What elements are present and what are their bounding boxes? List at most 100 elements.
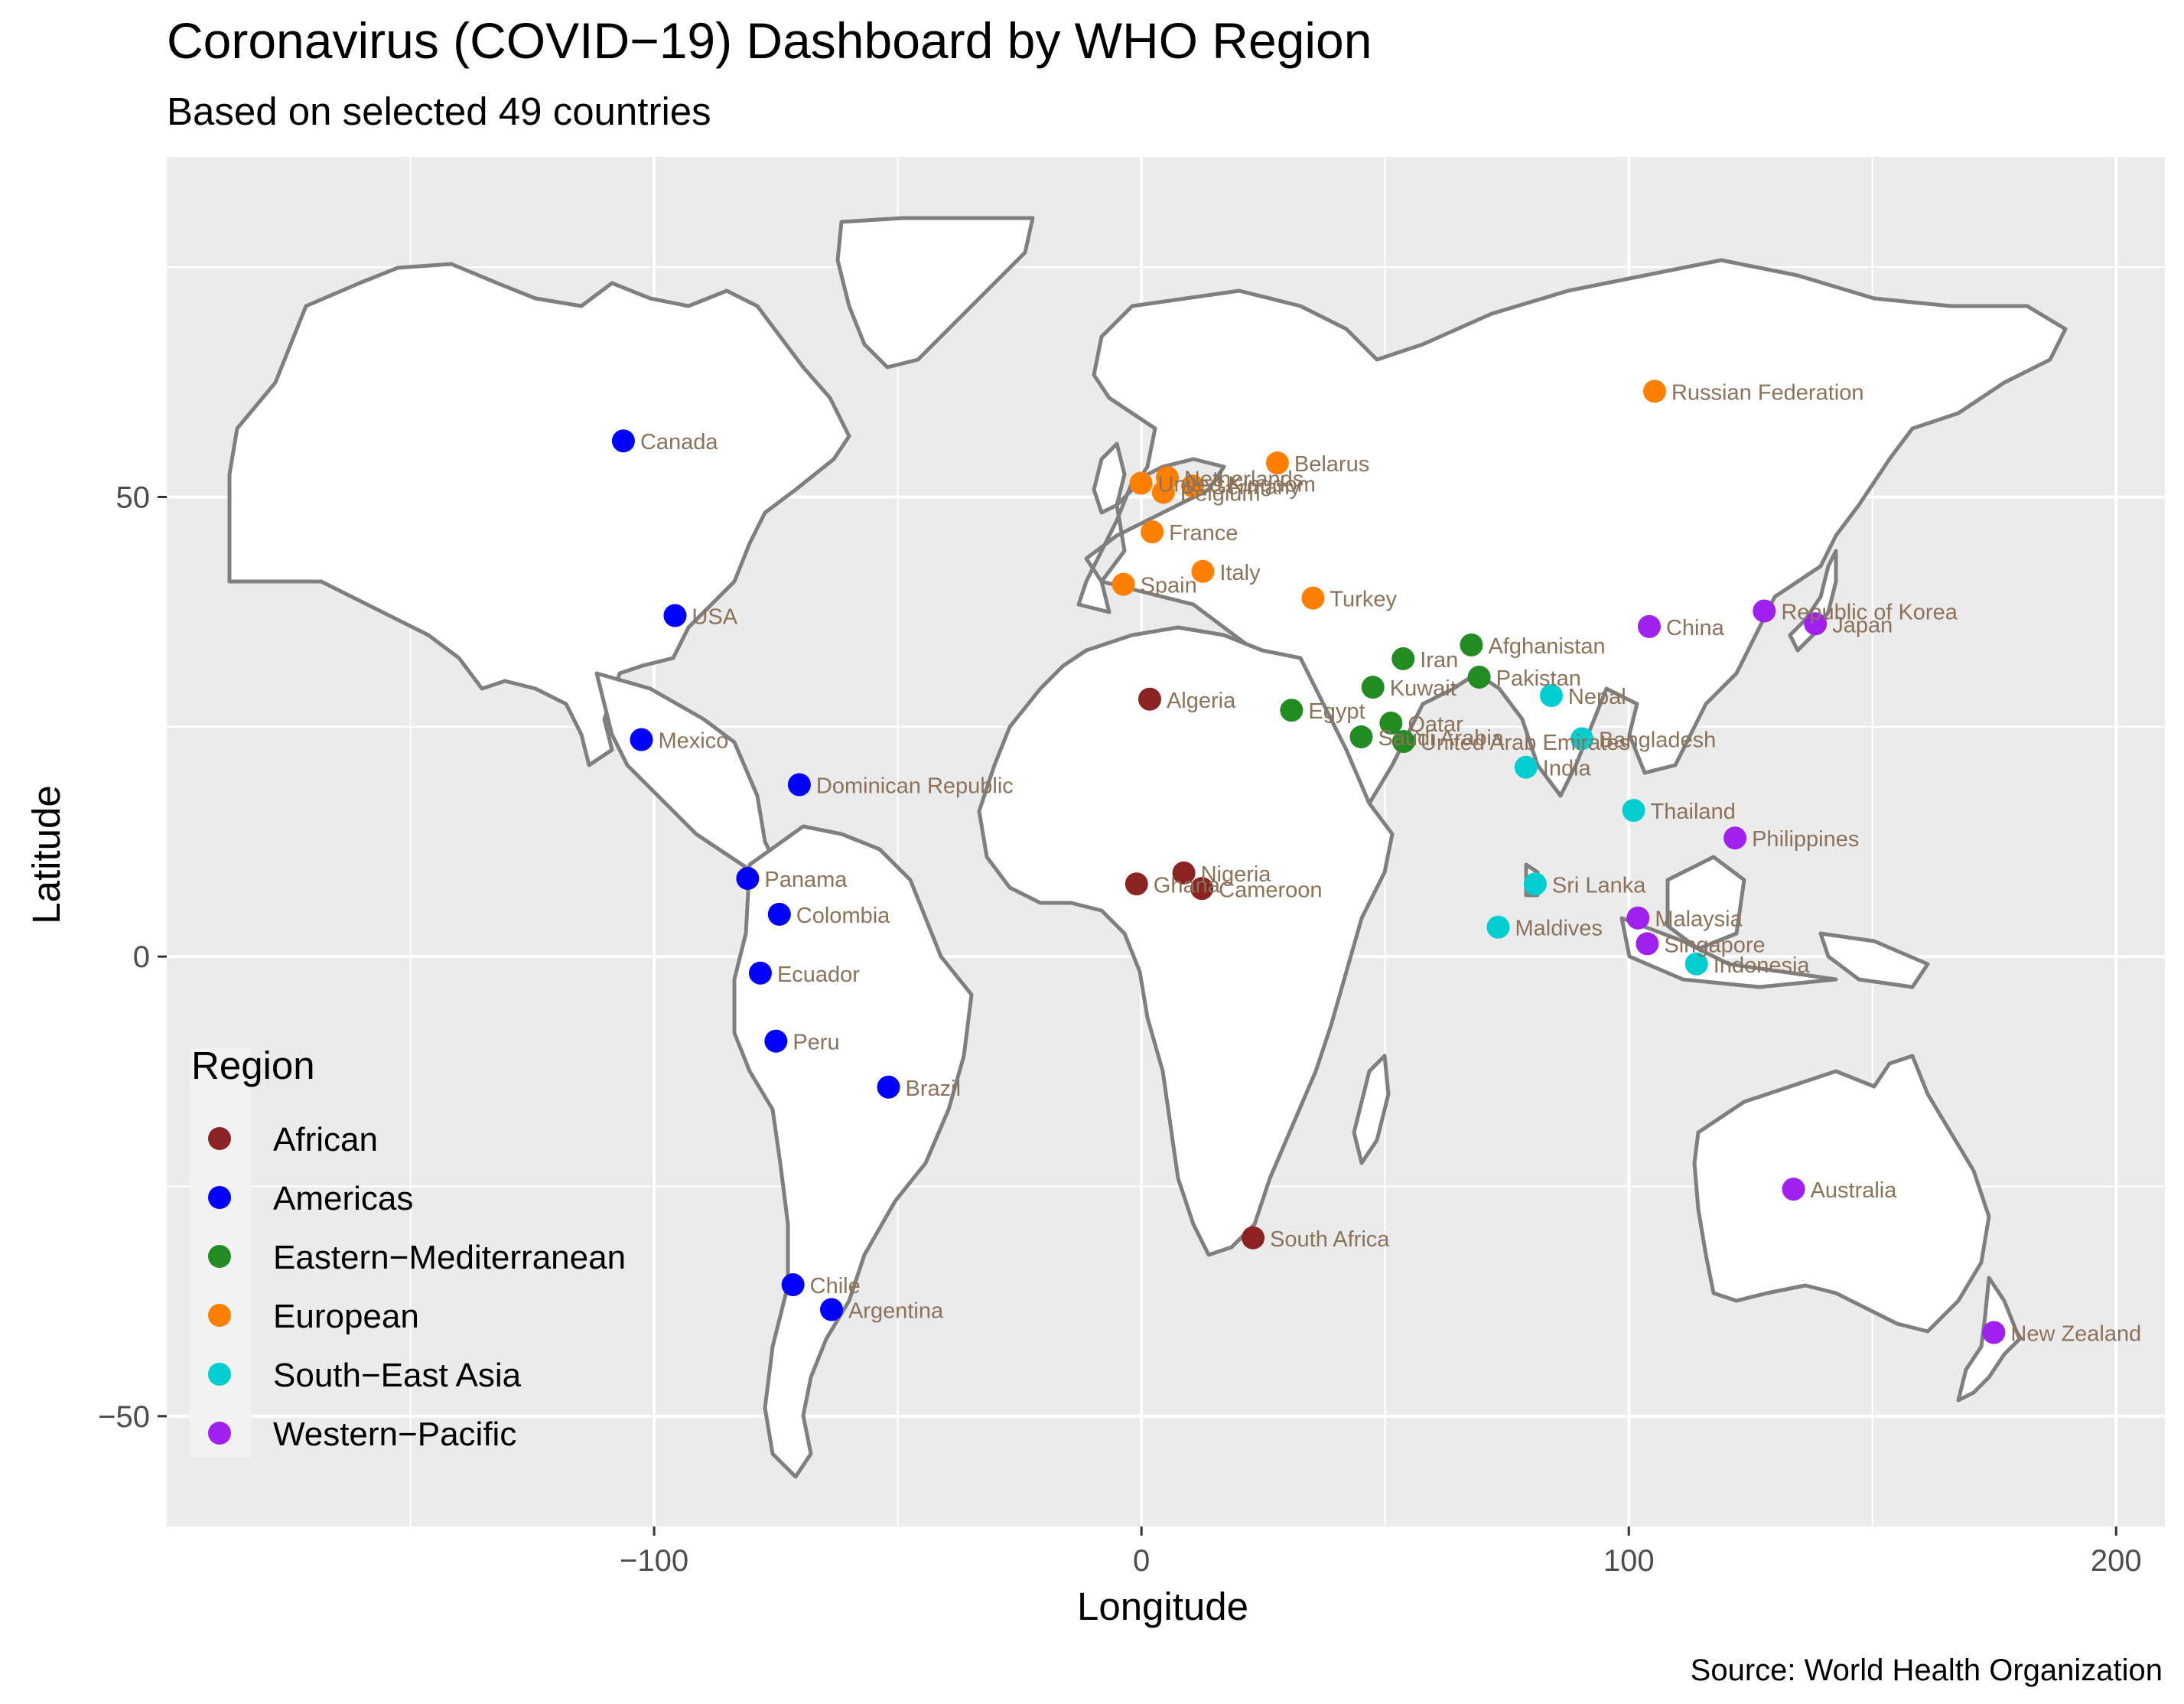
country-label: Ecuador (777, 963, 860, 987)
point-panama[interactable] (736, 867, 760, 891)
legend-label: Americas (273, 1180, 413, 1217)
country-label: USA (692, 604, 737, 629)
point-sri-lanka[interactable] (1523, 872, 1547, 896)
country-label: Egypt (1308, 699, 1365, 724)
world-landmass (227, 216, 2068, 1479)
point-italy[interactable] (1191, 559, 1215, 583)
point-mexico[interactable] (630, 728, 653, 751)
point-germany[interactable] (1181, 474, 1205, 498)
country-label: Afghanistan (1488, 634, 1605, 659)
point-kuwait[interactable] (1361, 676, 1385, 699)
country-label: Nepal (1568, 685, 1626, 709)
point-belarus[interactable] (1265, 451, 1289, 475)
point-dominican-republic[interactable] (787, 773, 811, 797)
legend-key (208, 1363, 231, 1386)
country-label: Mexico (659, 729, 729, 754)
country-label: Sri Lanka (1552, 873, 1646, 898)
legend-label: European (273, 1298, 419, 1335)
country-label: Algeria (1167, 689, 1236, 713)
point-russian-federation[interactable] (1642, 380, 1666, 403)
point-colombia[interactable] (767, 902, 791, 926)
country-label: Nigeria (1201, 862, 1272, 887)
point-indonesia[interactable] (1684, 952, 1708, 976)
country-label: Pakistan (1496, 666, 1581, 691)
chart-subtitle: Based on selected 49 countries (167, 90, 711, 133)
y-axis-ticks: −50 0 50 (98, 481, 167, 1434)
x-tick-label: −100 (620, 1544, 688, 1578)
point-france[interactable] (1141, 520, 1164, 544)
point-bangladesh[interactable] (1570, 727, 1594, 751)
point-argentina[interactable] (819, 1298, 843, 1321)
point-republic-of-korea[interactable] (1753, 599, 1776, 623)
point-united-kingdom[interactable] (1129, 471, 1153, 495)
borneo-shape (1665, 855, 1746, 951)
point-turkey[interactable] (1301, 586, 1325, 610)
point-peru[interactable] (764, 1029, 788, 1053)
country-label: Republic of Korea (1781, 600, 1958, 624)
point-new-zealand[interactable] (1982, 1321, 2006, 1344)
legend-key (208, 1245, 231, 1268)
country-label: Kuwait (1390, 676, 1457, 701)
legend-key (208, 1186, 231, 1209)
point-egypt[interactable] (1280, 699, 1304, 722)
country-label: Belgium (1180, 481, 1261, 506)
legend-label: South−East Asia (273, 1357, 522, 1394)
point-cameroon[interactable] (1190, 877, 1214, 901)
country-label: Germany (1209, 475, 1301, 500)
point-thailand[interactable] (1622, 799, 1645, 823)
point-spain[interactable] (1112, 572, 1135, 596)
country-label: Panama (764, 868, 848, 892)
point-south-africa[interactable] (1242, 1226, 1265, 1249)
point-philippines[interactable] (1723, 826, 1747, 850)
greenland-shape (835, 216, 1035, 370)
x-tick-label: 100 (1603, 1544, 1655, 1578)
point-canada[interactable] (611, 429, 635, 453)
point-saudi-arabia[interactable] (1349, 725, 1373, 749)
point-singapore[interactable] (1636, 932, 1659, 956)
legend: Region African Americas Eastern−Mediterran… (190, 1044, 626, 1458)
legend-title: Region (191, 1044, 315, 1087)
point-japan[interactable] (1804, 612, 1828, 636)
country-label: South Africa (1270, 1227, 1390, 1252)
point-india[interactable] (1514, 755, 1538, 779)
point-belgium[interactable] (1151, 481, 1175, 504)
point-chile[interactable] (781, 1273, 805, 1297)
point-afghanistan[interactable] (1460, 633, 1483, 657)
country-label: Ghana (1154, 873, 1221, 898)
country-label: Turkey (1330, 588, 1397, 612)
point-maldives[interactable] (1486, 915, 1510, 939)
point-china[interactable] (1637, 614, 1661, 638)
new-guinea-shape (1818, 931, 1930, 989)
point-iran[interactable] (1391, 647, 1415, 670)
country-label: Belarus (1294, 452, 1369, 477)
point-nigeria[interactable] (1172, 861, 1196, 885)
x-tick-label: 0 (1133, 1544, 1150, 1578)
point-ecuador[interactable] (748, 961, 772, 985)
point-ghana[interactable] (1125, 872, 1148, 896)
country-label: Canada (640, 430, 718, 455)
x-axis-ticks: −100 0 100 200 (620, 1526, 2142, 1578)
point-malaysia[interactable] (1626, 906, 1650, 930)
country-label: Indonesia (1714, 953, 1811, 978)
country-label: China (1666, 616, 1725, 640)
legend-key (208, 1127, 231, 1150)
country-label: Cameroon (1219, 878, 1322, 902)
country-points (611, 380, 2006, 1344)
country-label: France (1169, 521, 1238, 546)
point-usa[interactable] (663, 604, 687, 627)
point-algeria[interactable] (1138, 687, 1161, 711)
point-nepal[interactable] (1539, 683, 1563, 707)
y-tick-label: 50 (116, 481, 151, 514)
country-label: Colombia (796, 904, 890, 928)
country-label: Philippines (1752, 827, 1859, 852)
legend-label: Western−Pacific (273, 1416, 516, 1453)
y-tick-label: 0 (133, 940, 150, 974)
point-brazil[interactable] (877, 1075, 900, 1099)
point-united-arab-emirates[interactable] (1391, 730, 1415, 754)
y-axis-title: Latitude (24, 785, 68, 924)
point-australia[interactable] (1782, 1178, 1805, 1201)
point-qatar[interactable] (1379, 712, 1403, 735)
country-label: Thailand (1651, 800, 1736, 824)
point-pakistan[interactable] (1467, 665, 1491, 689)
